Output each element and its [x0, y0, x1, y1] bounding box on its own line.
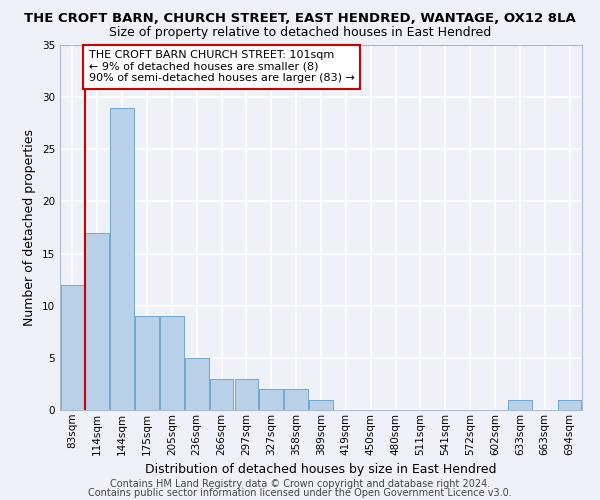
Bar: [85, 232, 109, 410]
X-axis label: Distribution of detached houses by size in East Hendred: Distribution of detached houses by size …: [145, 463, 497, 476]
Text: THE CROFT BARN CHURCH STREET: 101sqm
← 9% of detached houses are smaller (8)
90%: THE CROFT BARN CHURCH STREET: 101sqm ← 9…: [89, 50, 355, 84]
Bar: [210, 378, 233, 410]
Bar: [110, 108, 134, 410]
Bar: [309, 400, 333, 410]
Bar: [284, 389, 308, 410]
Bar: [160, 316, 184, 410]
Text: Size of property relative to detached houses in East Hendred: Size of property relative to detached ho…: [109, 26, 491, 39]
Text: Contains public sector information licensed under the Open Government Licence v3: Contains public sector information licen…: [88, 488, 512, 498]
Bar: [508, 400, 532, 410]
Bar: [61, 285, 84, 410]
Bar: [235, 378, 258, 410]
Bar: [558, 400, 581, 410]
Y-axis label: Number of detached properties: Number of detached properties: [23, 129, 37, 326]
Text: Contains HM Land Registry data © Crown copyright and database right 2024.: Contains HM Land Registry data © Crown c…: [110, 479, 490, 489]
Bar: [135, 316, 159, 410]
Bar: [259, 389, 283, 410]
Bar: [185, 358, 209, 410]
Text: THE CROFT BARN, CHURCH STREET, EAST HENDRED, WANTAGE, OX12 8LA: THE CROFT BARN, CHURCH STREET, EAST HEND…: [24, 12, 576, 26]
